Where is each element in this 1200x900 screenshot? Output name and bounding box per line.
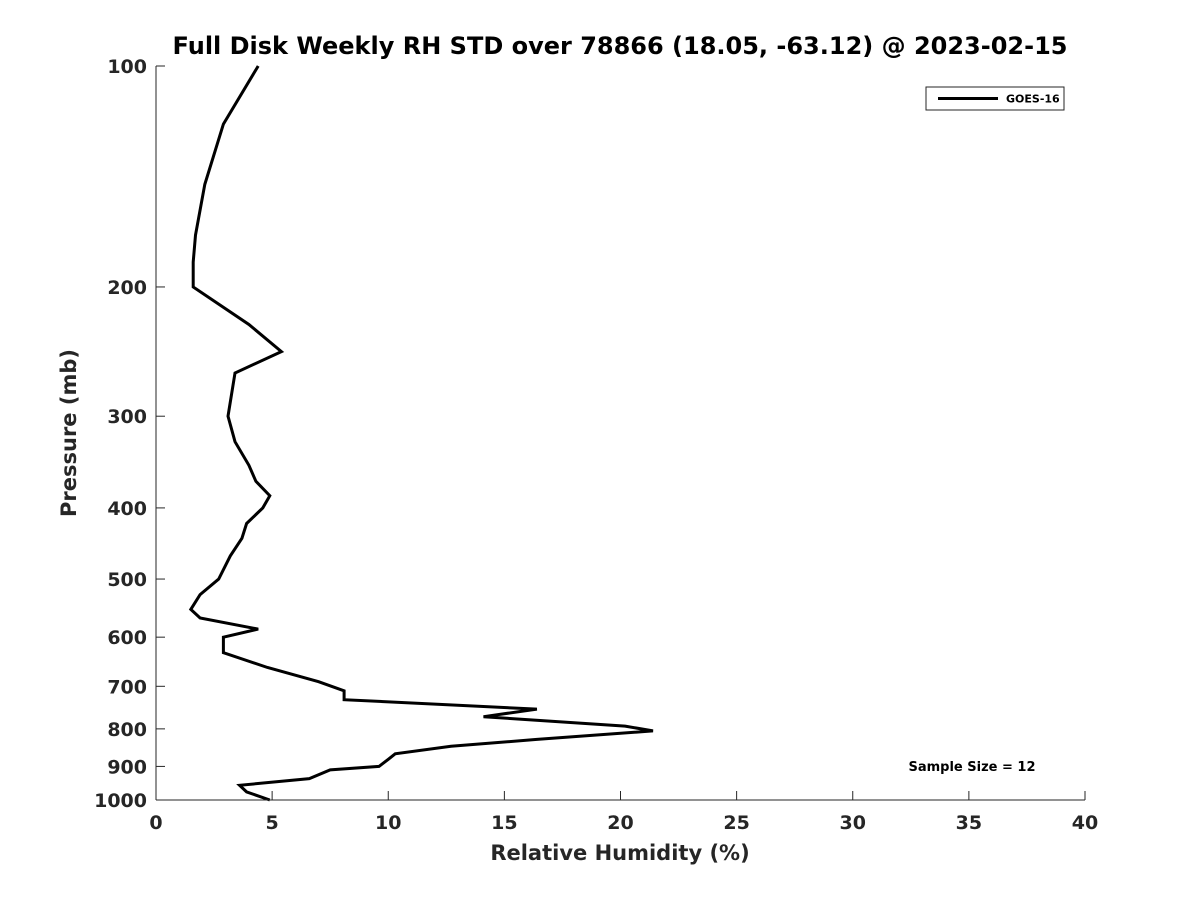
y-tick-label: 800	[107, 719, 147, 741]
x-tick-label: 5	[266, 812, 279, 834]
y-tick-label: 700	[107, 676, 147, 698]
series-line-goes-16	[188, 65, 654, 802]
x-axis-label: Relative Humidity (%)	[490, 841, 749, 865]
axes-layer: 0 5 10 15 20 25 30 35 40 100 200 300 400 500 600 700 800…	[94, 56, 1098, 834]
x-tick-label: 35	[956, 812, 982, 834]
y-tick-label: 300	[107, 406, 147, 428]
y-axis-label: Pressure (mb)	[57, 349, 81, 517]
x-tick-label: 10	[375, 812, 401, 834]
legend: GOES-16	[925, 86, 1065, 111]
x-tick-label: 30	[840, 812, 866, 834]
x-tick-label: 0	[149, 812, 162, 834]
sample-size-annotation: Sample Size = 12	[908, 760, 1035, 775]
x-tick-label: 40	[1072, 812, 1098, 834]
y-tick-label: 1000	[94, 790, 147, 812]
x-tick-label: 25	[723, 812, 749, 834]
y-tick-label: 400	[107, 498, 147, 520]
y-tick-label: 900	[107, 756, 147, 778]
plot-layer	[188, 65, 654, 802]
y-tick-label: 500	[107, 569, 147, 591]
chart-title: Full Disk Weekly RH STD over 78866 (18.0…	[173, 32, 1068, 60]
x-tick-label: 15	[491, 812, 517, 834]
legend-entry-goes-16: GOES-16	[1006, 93, 1060, 106]
x-tick-label: 20	[607, 812, 633, 834]
y-tick-label: 200	[107, 277, 147, 299]
y-tick-label: 100	[107, 56, 147, 78]
y-tick-label: 600	[107, 627, 147, 649]
